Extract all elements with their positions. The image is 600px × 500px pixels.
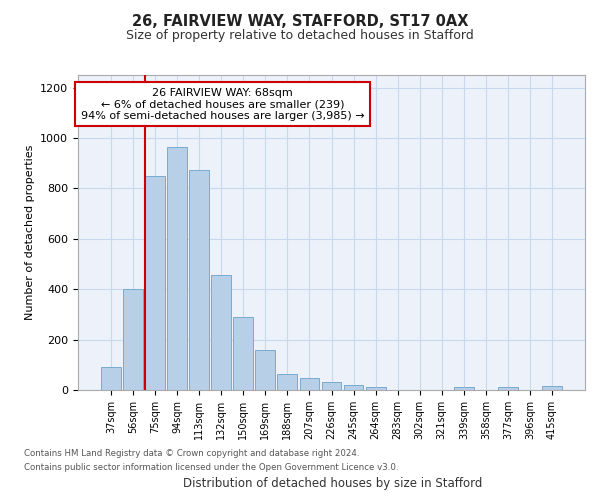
Text: 26, FAIRVIEW WAY, STAFFORD, ST17 0AX: 26, FAIRVIEW WAY, STAFFORD, ST17 0AX (132, 14, 468, 29)
Bar (498, 388, 518, 390)
Bar (299, 378, 319, 390)
Text: Contains public sector information licensed under the Open Government Licence v3: Contains public sector information licen… (24, 464, 398, 472)
Bar (454, 388, 474, 390)
Bar (233, 317, 253, 390)
Bar (365, 388, 386, 390)
Bar (145, 176, 165, 390)
Bar (322, 382, 341, 390)
Bar (344, 385, 364, 390)
Text: 26 FAIRVIEW WAY: 68sqm
← 6% of detached houses are smaller (239)
94% of semi-det: 26 FAIRVIEW WAY: 68sqm ← 6% of detached … (80, 88, 364, 121)
Text: Distribution of detached houses by size in Stafford: Distribution of detached houses by size … (184, 477, 482, 490)
Bar (101, 368, 121, 390)
Bar (123, 289, 143, 390)
Bar (277, 374, 298, 390)
Bar (256, 350, 275, 390)
Bar (542, 386, 562, 390)
Text: Size of property relative to detached houses in Stafford: Size of property relative to detached ho… (126, 29, 474, 42)
Text: Contains HM Land Registry data © Crown copyright and database right 2024.: Contains HM Land Registry data © Crown c… (24, 448, 359, 458)
Bar (189, 170, 209, 390)
Y-axis label: Number of detached properties: Number of detached properties (25, 145, 35, 320)
Bar (167, 147, 187, 390)
Bar (211, 276, 231, 390)
